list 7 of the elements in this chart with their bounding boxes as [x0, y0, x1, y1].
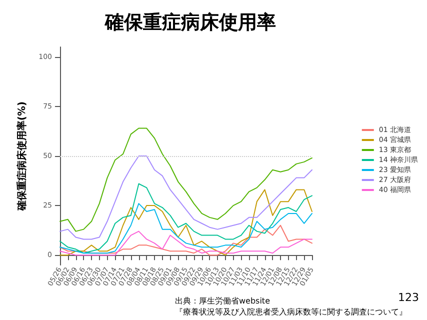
source-note: 出典：厚生労働省website: [175, 296, 270, 306]
line-series: [60, 128, 312, 232]
y-axis-title: 確保重症病床使用率(%): [16, 101, 28, 212]
chart-title: 確保重症病床使用率: [104, 12, 276, 34]
text: 123: [398, 291, 420, 304]
line-series: [60, 156, 312, 240]
text: 『療養状況等及び入院患者受入病床数等に関する調査について』: [175, 308, 407, 316]
